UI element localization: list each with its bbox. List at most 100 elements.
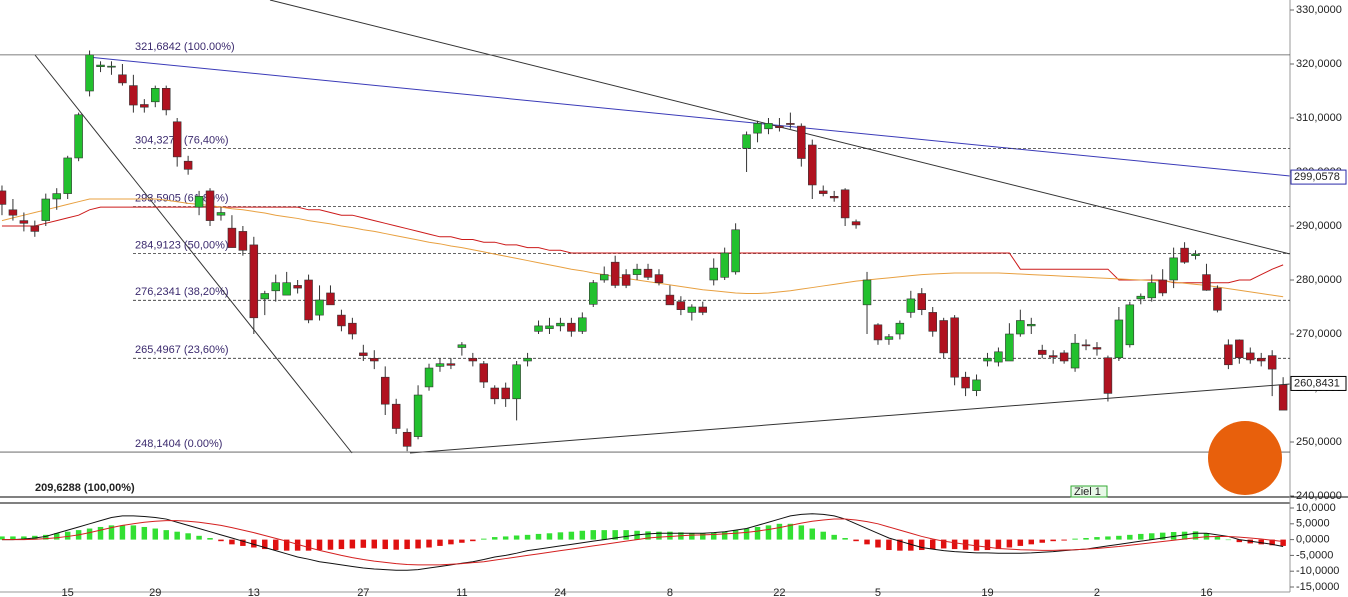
overlay-line bbox=[1, 206, 1284, 284]
candle-body bbox=[1092, 347, 1102, 350]
histogram-bar bbox=[491, 537, 498, 540]
histogram-bar bbox=[1028, 539, 1035, 545]
histogram-bar bbox=[908, 539, 914, 551]
candle-body bbox=[260, 293, 270, 300]
candle-body bbox=[1256, 357, 1266, 362]
candle-body bbox=[665, 294, 675, 306]
histogram-bar bbox=[240, 539, 246, 546]
histogram-bar bbox=[1039, 539, 1045, 543]
y-tick-label: -15,0000 bbox=[1296, 581, 1339, 593]
candle-body bbox=[424, 367, 434, 388]
candle-body bbox=[1147, 282, 1156, 299]
cursor-highlight bbox=[1208, 421, 1282, 495]
histogram-bar bbox=[1072, 538, 1078, 540]
price-label: 260,8431 bbox=[1294, 377, 1340, 389]
candle-body bbox=[687, 306, 697, 313]
candle-body bbox=[906, 298, 916, 313]
histogram-bar bbox=[316, 539, 323, 551]
candle-body bbox=[1202, 274, 1211, 291]
histogram-bar bbox=[940, 539, 947, 549]
y-tick-label: 0,0000 bbox=[1296, 534, 1330, 546]
histogram-bar bbox=[886, 539, 892, 551]
indicator-line bbox=[1, 518, 1284, 566]
histogram-bar bbox=[1094, 537, 1100, 540]
x-tick-label: 19 bbox=[981, 587, 993, 597]
histogram-bar bbox=[327, 539, 334, 550]
price-label-box bbox=[1290, 375, 1347, 391]
candle-body bbox=[939, 320, 948, 354]
candle-body bbox=[1191, 253, 1200, 257]
histogram-bar bbox=[951, 539, 958, 550]
candle-body bbox=[610, 261, 620, 286]
histogram-bar bbox=[776, 523, 783, 540]
candle-body bbox=[994, 351, 1003, 363]
fib-level-label: 321,6842 (100.00%) bbox=[135, 41, 235, 53]
candle-body bbox=[720, 252, 729, 278]
candle-body bbox=[490, 387, 499, 400]
candle-body bbox=[1158, 279, 1167, 294]
candle-body bbox=[829, 196, 839, 199]
candle-body bbox=[709, 267, 718, 281]
candle-body bbox=[632, 268, 642, 275]
histogram-bar bbox=[272, 539, 279, 551]
x-tick-label: 13 bbox=[248, 587, 260, 597]
y-tick-label: 250,0000 bbox=[1296, 436, 1342, 448]
y-tick-label: 330,0000 bbox=[1296, 4, 1342, 16]
histogram-bar bbox=[535, 533, 542, 540]
candle-body bbox=[1070, 342, 1080, 369]
histogram-bar bbox=[393, 539, 399, 550]
y-tick-label: 310,0000 bbox=[1296, 112, 1342, 124]
histogram-bar bbox=[689, 533, 695, 540]
histogram-bar bbox=[229, 539, 235, 545]
histogram-bar bbox=[10, 536, 16, 540]
histogram-bar bbox=[130, 525, 137, 540]
candle-body bbox=[545, 325, 554, 329]
candle-body bbox=[391, 403, 401, 429]
candle-body bbox=[1169, 257, 1178, 281]
histogram-bar bbox=[787, 523, 794, 540]
candle-body bbox=[74, 114, 83, 159]
candle-body bbox=[96, 64, 105, 68]
candle-body bbox=[917, 293, 927, 311]
histogram-bar bbox=[579, 530, 586, 540]
histogram-bar bbox=[207, 538, 213, 540]
candle-body bbox=[402, 431, 412, 447]
candle-body bbox=[315, 299, 324, 316]
histogram-bar bbox=[470, 539, 476, 542]
histogram-bar bbox=[1127, 534, 1133, 540]
candle-body bbox=[961, 376, 970, 389]
x-tick-label: 27 bbox=[357, 587, 369, 597]
candle-body bbox=[786, 123, 795, 125]
histogram-bar bbox=[251, 539, 257, 548]
candle-body bbox=[1224, 344, 1233, 366]
x-tick-label: 22 bbox=[773, 587, 785, 597]
trend-line bbox=[87, 56, 1291, 177]
histogram-bar bbox=[864, 539, 870, 545]
candle-body bbox=[950, 317, 959, 378]
histogram-bar bbox=[262, 539, 268, 550]
candle-body bbox=[359, 352, 368, 356]
histogram-bar bbox=[743, 528, 750, 540]
candle-body bbox=[1136, 295, 1146, 300]
candle-body bbox=[413, 394, 423, 437]
candle-body bbox=[731, 229, 740, 273]
histogram-bar bbox=[700, 533, 706, 540]
candle-body bbox=[0, 190, 7, 205]
histogram-bar bbox=[754, 526, 761, 540]
candle-body bbox=[1235, 339, 1244, 359]
histogram-bar bbox=[853, 539, 859, 542]
histogram-bar bbox=[1006, 539, 1013, 548]
x-tick-label: 8 bbox=[667, 587, 673, 597]
candle-body bbox=[862, 279, 872, 306]
candle-body bbox=[775, 125, 784, 129]
y-tick-label: 270,0000 bbox=[1296, 328, 1342, 340]
histogram-bar bbox=[185, 533, 191, 540]
histogram-bar bbox=[1214, 536, 1221, 540]
histogram-bar bbox=[831, 534, 837, 540]
candle-body bbox=[30, 225, 40, 232]
candle-body bbox=[1114, 319, 1124, 359]
candle-body bbox=[742, 134, 751, 149]
histogram-bar bbox=[294, 539, 301, 551]
